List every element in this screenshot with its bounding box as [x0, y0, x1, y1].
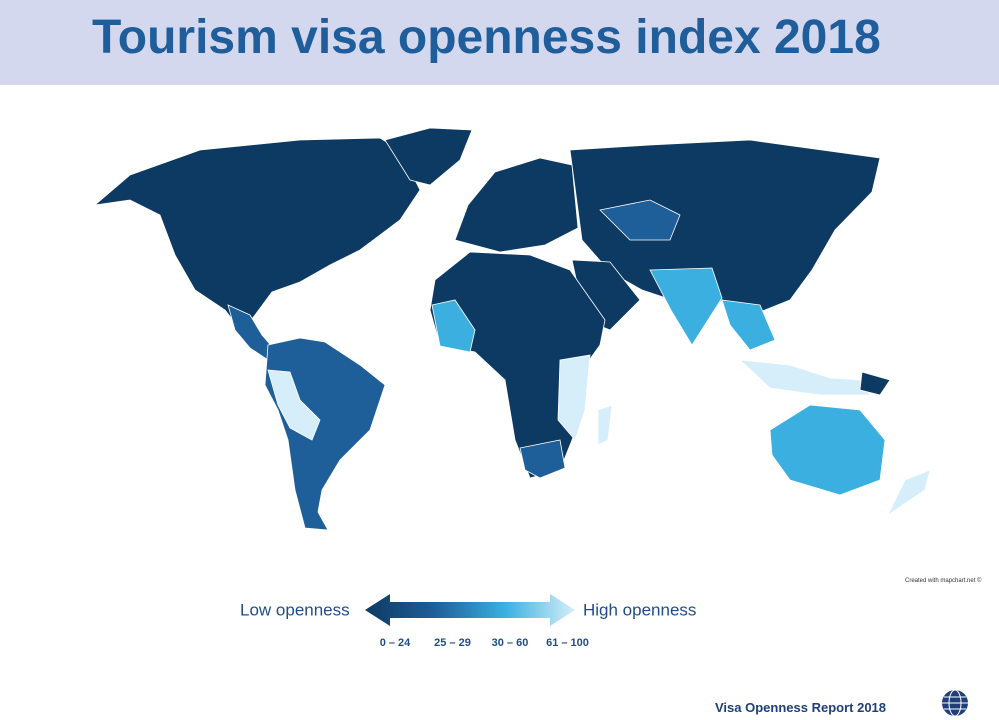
footer-report: Visa Openness Report 2018	[715, 700, 886, 715]
indonesia	[738, 359, 871, 396]
north-america	[93, 137, 421, 333]
legend-high: High openness	[583, 600, 696, 619]
europe	[454, 157, 579, 253]
logo	[942, 689, 968, 717]
legend-bin-label: 30 – 60	[492, 637, 529, 649]
world-map	[93, 127, 931, 531]
legend-arrow	[365, 594, 575, 626]
header-band: Tourism visa openness index 2018	[0, 0, 999, 85]
legend-low: Low openness	[240, 600, 350, 619]
map-credit: Created with mapchart.net ©	[905, 577, 982, 584]
legend-bin-label: 0 – 24	[380, 637, 411, 649]
legend-bin-label: 61 – 100	[546, 637, 589, 649]
southeast-asia	[721, 299, 776, 351]
west-africa	[431, 299, 476, 353]
legend-bin-label: 25 – 29	[434, 637, 471, 649]
asia	[569, 139, 881, 331]
east-africa	[557, 354, 591, 441]
central-asia	[599, 199, 681, 241]
new-zealand	[886, 469, 931, 517]
legend-bins: 0 – 24 25 – 29 30 – 60 61 – 100	[380, 637, 589, 649]
south-america-west	[267, 369, 321, 441]
australia	[769, 404, 886, 496]
india	[649, 267, 723, 346]
papua	[859, 371, 891, 396]
madagascar	[597, 404, 613, 446]
southern-africa	[519, 439, 566, 479]
south-america	[264, 337, 386, 531]
greenland	[384, 127, 473, 186]
title: Tourism visa openness index 2018	[92, 11, 881, 64]
